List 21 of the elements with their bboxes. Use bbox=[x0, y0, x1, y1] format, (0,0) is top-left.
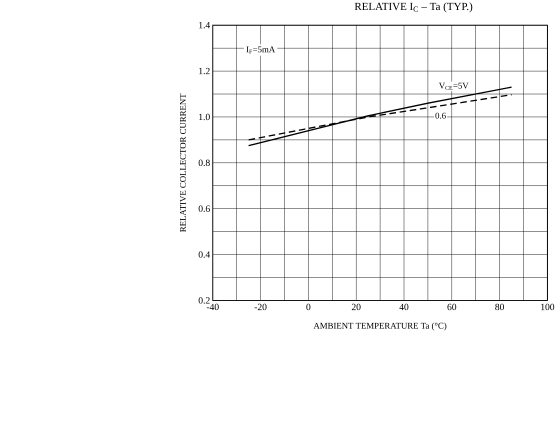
x-tick-label: -40 bbox=[206, 304, 219, 310]
x-tick-label: 60 bbox=[447, 304, 456, 310]
y-tick-label: 1.2 bbox=[199, 68, 210, 74]
y-tick-label: 1.4 bbox=[199, 22, 210, 28]
x-tick-label: 20 bbox=[352, 304, 361, 310]
y-tick-label: 0.8 bbox=[198, 160, 210, 166]
y-tick-label: 0.2 bbox=[198, 297, 210, 304]
x-tick-label: 100 bbox=[541, 304, 554, 310]
y-tick-label: 1.0 bbox=[199, 114, 210, 120]
x-tick-label: 0 bbox=[306, 304, 310, 310]
series-label: 0.6 bbox=[435, 112, 446, 119]
x-axis-title: AMBIENT TEMPERATURE Ta (°C) bbox=[314, 322, 446, 331]
x-tick-label: 40 bbox=[399, 304, 408, 310]
annotation: I$_{F}$=5mA bbox=[246, 46, 276, 54]
x-tick-label: 80 bbox=[495, 304, 504, 310]
x-tick-label: -20 bbox=[254, 304, 267, 310]
y-axis-title: RELATIVE COLLECTOR CURRENT bbox=[180, 94, 186, 232]
series-label: V$_{CE}$=5V bbox=[438, 82, 469, 90]
chart-title: RELATIVE I$_{C}$ – Ta (TYP.) bbox=[354, 2, 472, 12]
y-tick-label: 0.6 bbox=[198, 206, 210, 212]
y-tick-label: 0.4 bbox=[198, 251, 210, 258]
